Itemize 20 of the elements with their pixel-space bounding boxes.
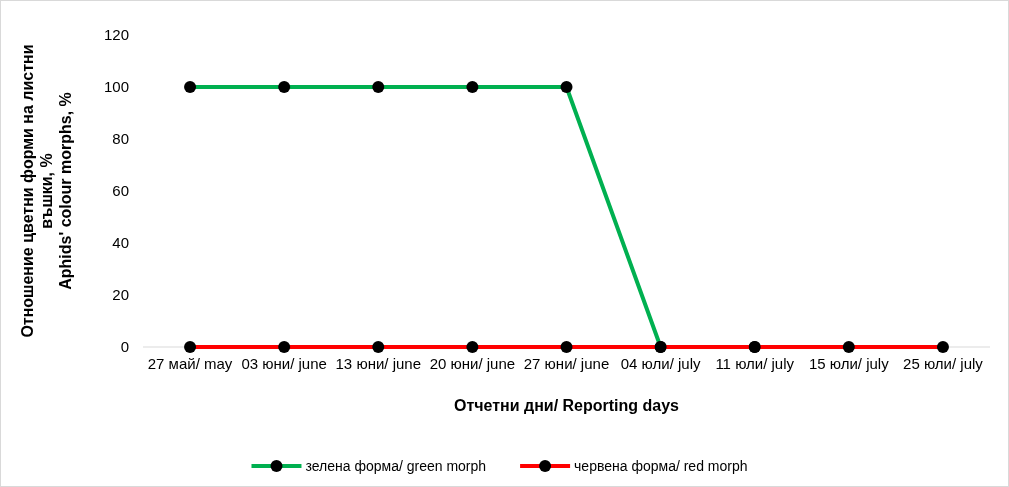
legend-label: червена форма/ red morph [574, 457, 748, 474]
x-tick-label: 27 май/ may [147, 355, 233, 372]
y-tick-label: 120 [103, 26, 129, 44]
x-tick-label: 13 юни/ june [335, 355, 422, 372]
x-tick-label: 25 юли/ july [903, 355, 984, 372]
y-axis-title: Отношение цветни форми на листни въшки, % Aphids' colour morphs, % [19, 44, 74, 338]
y-tick-label: 100 [103, 78, 129, 96]
y-tick-label: 40 [112, 234, 129, 252]
y-tick-label: 20 [112, 286, 129, 304]
x-tick-label: 20 юни/ june [429, 355, 516, 372]
x-tick-label: 15 юли/ july [808, 355, 890, 372]
x-axis-title: Отчетни дни/ Reporting days [453, 397, 680, 414]
x-tick-label: 27 юни/ june [523, 355, 610, 372]
y-tick-label: 0 [120, 338, 129, 356]
x-tick-label: 11 юли/ july [715, 355, 795, 372]
x-tick-label: 03 юни/ june [241, 355, 327, 372]
legend-label: зелена форма/ green morph [305, 457, 487, 474]
y-tick-label: 60 [112, 182, 129, 200]
y-tick-label: 80 [112, 130, 129, 148]
x-tick-label: 04 юли/ july [620, 355, 701, 372]
